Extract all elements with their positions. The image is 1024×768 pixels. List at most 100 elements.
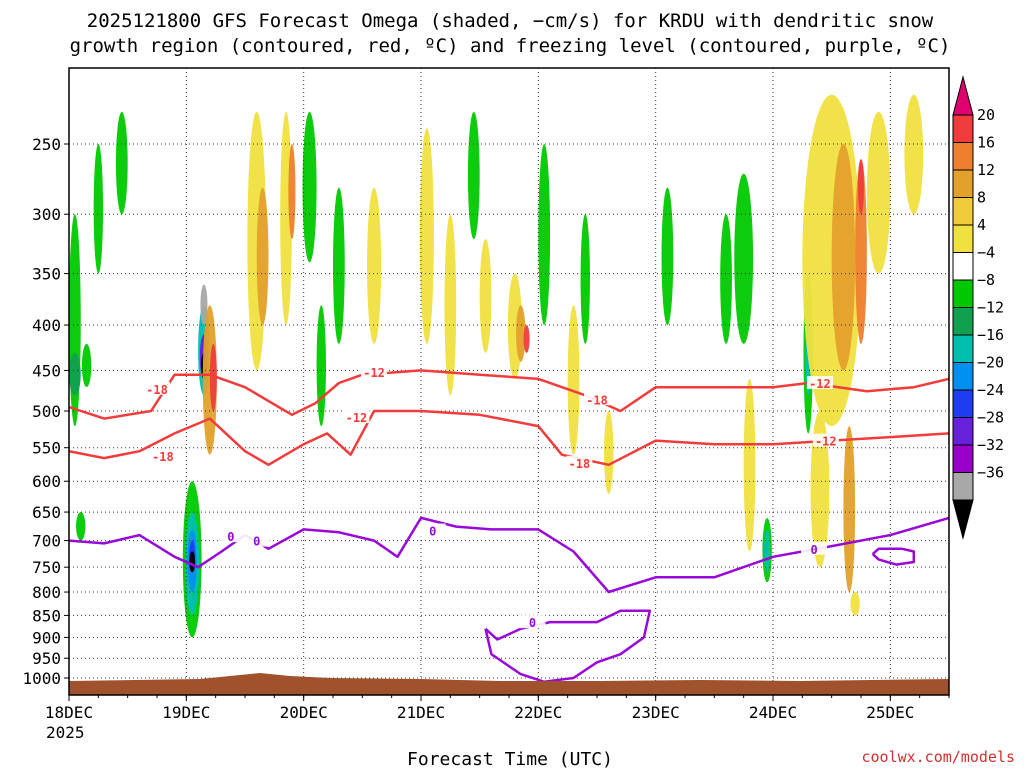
contour-label-bg — [243, 533, 270, 547]
y-tick-label: 250 — [32, 135, 61, 154]
contour-layer: -18 -12 -18 -12 -18 -12 -18 -12 0 0 0 0 0 — [69, 365, 949, 684]
y-tick-label: 950 — [32, 649, 61, 668]
chart-title-line-2: growth region (contoured, red, ºC) and f… — [70, 35, 951, 57]
credit-text: coolwx.com/models — [861, 748, 1015, 766]
x-axis: 18DEC 19DEC 20DEC 21DEC 22DEC 23DEC 24DEC 25DEC — [45, 695, 950, 722]
omega-shading-blob — [200, 284, 208, 326]
contour-label: -18 — [569, 457, 591, 471]
colorbar-tick-label: 8 — [977, 189, 986, 207]
contour-label: -12 — [363, 366, 385, 380]
omega-shading-blob — [367, 187, 382, 344]
colorbar-swatch — [952, 307, 974, 336]
contour-label-bg — [149, 449, 176, 463]
colorbar-tick-label: 4 — [977, 216, 986, 234]
y-tick-label: 750 — [32, 558, 61, 577]
contour-label: -18 — [586, 393, 608, 407]
contour-label-bg — [217, 529, 244, 543]
x-tick-label: 20DEC — [280, 703, 328, 722]
omega-shading-blob — [858, 159, 864, 215]
omega-shading-blob — [202, 305, 217, 455]
x-tick-label: 21DEC — [397, 703, 445, 722]
y-tick-label: 600 — [32, 472, 61, 491]
colorbar-tick-label: 12 — [977, 161, 995, 179]
omega-shading-blob — [764, 529, 771, 573]
y-tick-label: 1000 — [22, 669, 61, 688]
y-tick-label: 700 — [32, 532, 61, 551]
colorbar-swatch — [952, 472, 974, 501]
contour-label: -12 — [809, 377, 831, 391]
omega-shading-blob — [316, 305, 326, 427]
contour-label: -18 — [152, 450, 174, 464]
omega-shading-blob — [523, 325, 530, 353]
y-tick-label: 350 — [32, 265, 61, 284]
contour-label-bg — [361, 365, 388, 379]
omega-shading-blob — [661, 187, 674, 326]
omega-shading-layer — [69, 94, 924, 638]
contour-label-bg — [419, 523, 446, 537]
contour-line — [69, 516, 949, 594]
y-tick-label: 900 — [32, 628, 61, 647]
colorbar-swatch — [952, 197, 974, 226]
omega-shading-blob — [69, 352, 81, 396]
contour-label-bg — [812, 433, 839, 447]
gridlines — [69, 68, 949, 695]
omega-shading-blob — [743, 378, 756, 552]
y-axis: 250 300 350 400 450 500 550 600 650 700 750 800 850 9… — [22, 135, 69, 688]
contour-label-bg — [519, 615, 546, 629]
contour-line — [484, 609, 652, 684]
colorbar-swatch — [952, 389, 974, 418]
colorbar-tick-label: −36 — [977, 464, 1004, 482]
colorbar-swatch — [952, 252, 974, 281]
omega-shading-blob — [419, 128, 434, 344]
omega-shading-blob — [855, 159, 867, 344]
x-tick-label: 22DEC — [514, 703, 562, 722]
colorbar-swatch — [952, 114, 974, 143]
omega-shading-blob — [81, 343, 92, 388]
omega-shading-blob — [567, 305, 580, 455]
contour-label: 0 — [429, 525, 436, 539]
contour-label: -12 — [346, 411, 368, 425]
colorbar-swatch — [952, 169, 974, 198]
colorbar-swatch — [952, 499, 974, 540]
chart-title-line-1: 2025121800 GFS Forecast Omega (shaded, −… — [87, 10, 934, 32]
colorbar-swatch — [952, 334, 974, 363]
colorbar-tick-label: 16 — [977, 134, 995, 152]
contour-line — [69, 369, 949, 420]
colorbar-tick-label: 20 — [977, 106, 995, 124]
contour-label: 0 — [529, 616, 536, 630]
omega-shading-blob — [288, 144, 296, 240]
x-tick-label: 18DEC — [45, 703, 93, 722]
omega-shading-blob — [479, 239, 492, 353]
contour-label-bg — [806, 376, 833, 390]
omega-shading-blob — [280, 111, 292, 326]
omega-shading-blob — [333, 187, 345, 344]
omega-shading-blob — [810, 411, 830, 568]
omega-shading-blob — [734, 173, 754, 344]
x-tick-label: 25DEC — [866, 703, 914, 722]
colorbar-swatch — [952, 417, 974, 446]
terrain-ground — [69, 673, 949, 695]
omega-shading-blob — [843, 426, 856, 593]
colorbar-tick-label: −16 — [977, 326, 1004, 344]
colorbar-tick-label: −12 — [977, 299, 1004, 317]
y-tick-label: 450 — [32, 361, 61, 380]
colorbar-tick-label: −32 — [977, 436, 1004, 454]
colorbar-swatch — [952, 224, 974, 253]
x-tick-label: 19DEC — [162, 703, 210, 722]
y-tick-label: 400 — [32, 316, 61, 335]
y-tick-label: 850 — [32, 606, 61, 625]
contour-label-bg — [144, 381, 170, 395]
omega-shading-blob — [115, 111, 128, 215]
colorbar-tick-label: −28 — [977, 409, 1004, 427]
x-tick-label: 24DEC — [749, 703, 797, 722]
omega-shading-blob — [720, 214, 732, 344]
omega-shading-blob — [467, 111, 480, 240]
colorbar: 20 16 12 8 4 −4 −8 −12 −16 −20 −24 −28 −32 −36 — [952, 75, 1004, 540]
colorbar-tick-label: −24 — [977, 381, 1004, 399]
omega-shading-blob — [538, 144, 551, 326]
x-tick-label: 23DEC — [632, 703, 680, 722]
omega-shading-blob — [209, 343, 217, 412]
omega-shading-blob — [444, 214, 457, 396]
colorbar-tick-label: −4 — [977, 244, 995, 262]
